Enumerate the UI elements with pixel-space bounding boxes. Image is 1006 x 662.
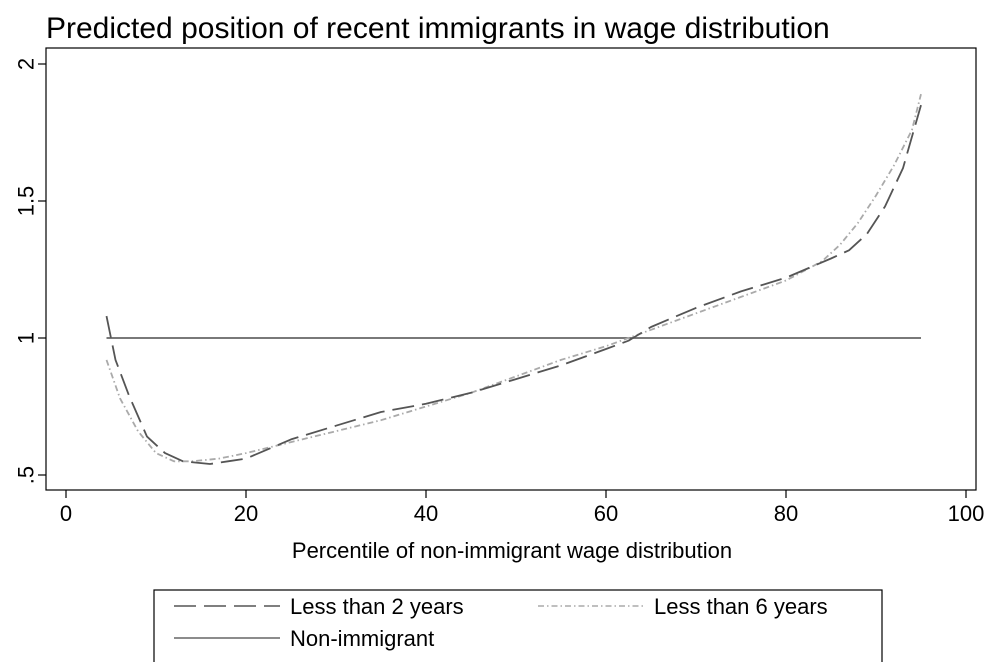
legend: Less than 2 years Less than 6 years Non-… xyxy=(153,589,883,662)
y-tick-label: 2 xyxy=(14,58,39,70)
legend-box xyxy=(153,589,883,662)
series-layer xyxy=(105,93,922,465)
legend-label-less-than-6-years: Less than 6 years xyxy=(654,594,828,619)
plot-area xyxy=(45,47,977,491)
x-tick-label: 60 xyxy=(594,501,618,526)
x-tick-label: 100 xyxy=(948,501,985,526)
x-axis-label: Percentile of non-immigrant wage distrib… xyxy=(292,538,732,563)
y-tick-label: .5 xyxy=(14,466,39,484)
x-tick-label: 20 xyxy=(234,501,258,526)
legend-label-non-immigrant: Non-immigrant xyxy=(290,626,434,651)
x-tick-label: 0 xyxy=(60,501,72,526)
y-tick-label: 1.5 xyxy=(14,186,39,217)
legend-label-less-than-2-years: Less than 2 years xyxy=(290,594,464,619)
x-tick-label: 40 xyxy=(414,501,438,526)
x-tick-label: 80 xyxy=(774,501,798,526)
series-line-less-than-6-years xyxy=(105,93,922,463)
series-line-less-than-2-years xyxy=(105,104,922,465)
chart-title: Predicted position of recent immigrants … xyxy=(46,12,830,45)
y-tick-label: 1 xyxy=(14,332,39,344)
axis-ticks: 0 20 40 60 80 100 .5 1 1.5 2 xyxy=(14,58,985,526)
